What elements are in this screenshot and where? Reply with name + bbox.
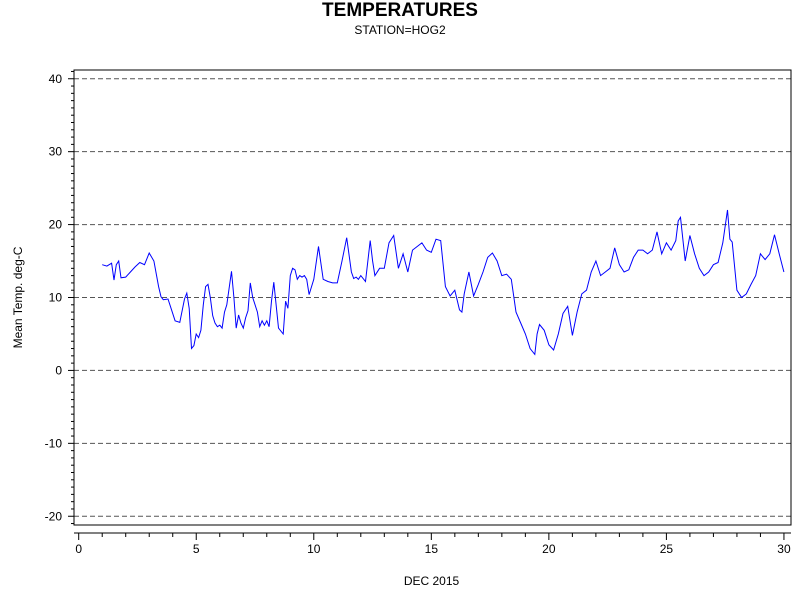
y-tick-label: 10 (49, 291, 63, 305)
chart-subtitle: STATION=HOG2 (354, 23, 446, 37)
series-line-temperature (102, 209, 785, 356)
x-tick-label: 5 (193, 542, 200, 556)
x-tick-label: 15 (425, 542, 439, 556)
y-tick-label: 0 (55, 363, 62, 377)
x-tick-label: 25 (660, 542, 674, 556)
x-tick-label: 10 (307, 542, 321, 556)
y-tick-label: 40 (49, 72, 63, 86)
y-tick-label: -10 (45, 436, 63, 450)
x-tick-label: 0 (75, 542, 82, 556)
x-axis-label: DEC 2015 (404, 574, 460, 588)
y-tick-label: 20 (49, 218, 63, 232)
y-axis-label: Mean Temp. deg-C (11, 246, 25, 348)
y-tick-label: -20 (45, 509, 63, 523)
y-tick-label: 30 (49, 145, 63, 159)
chart-title: TEMPERATURES (322, 0, 478, 21)
x-tick-label: 20 (542, 542, 556, 556)
x-tick-label: 30 (777, 542, 791, 556)
